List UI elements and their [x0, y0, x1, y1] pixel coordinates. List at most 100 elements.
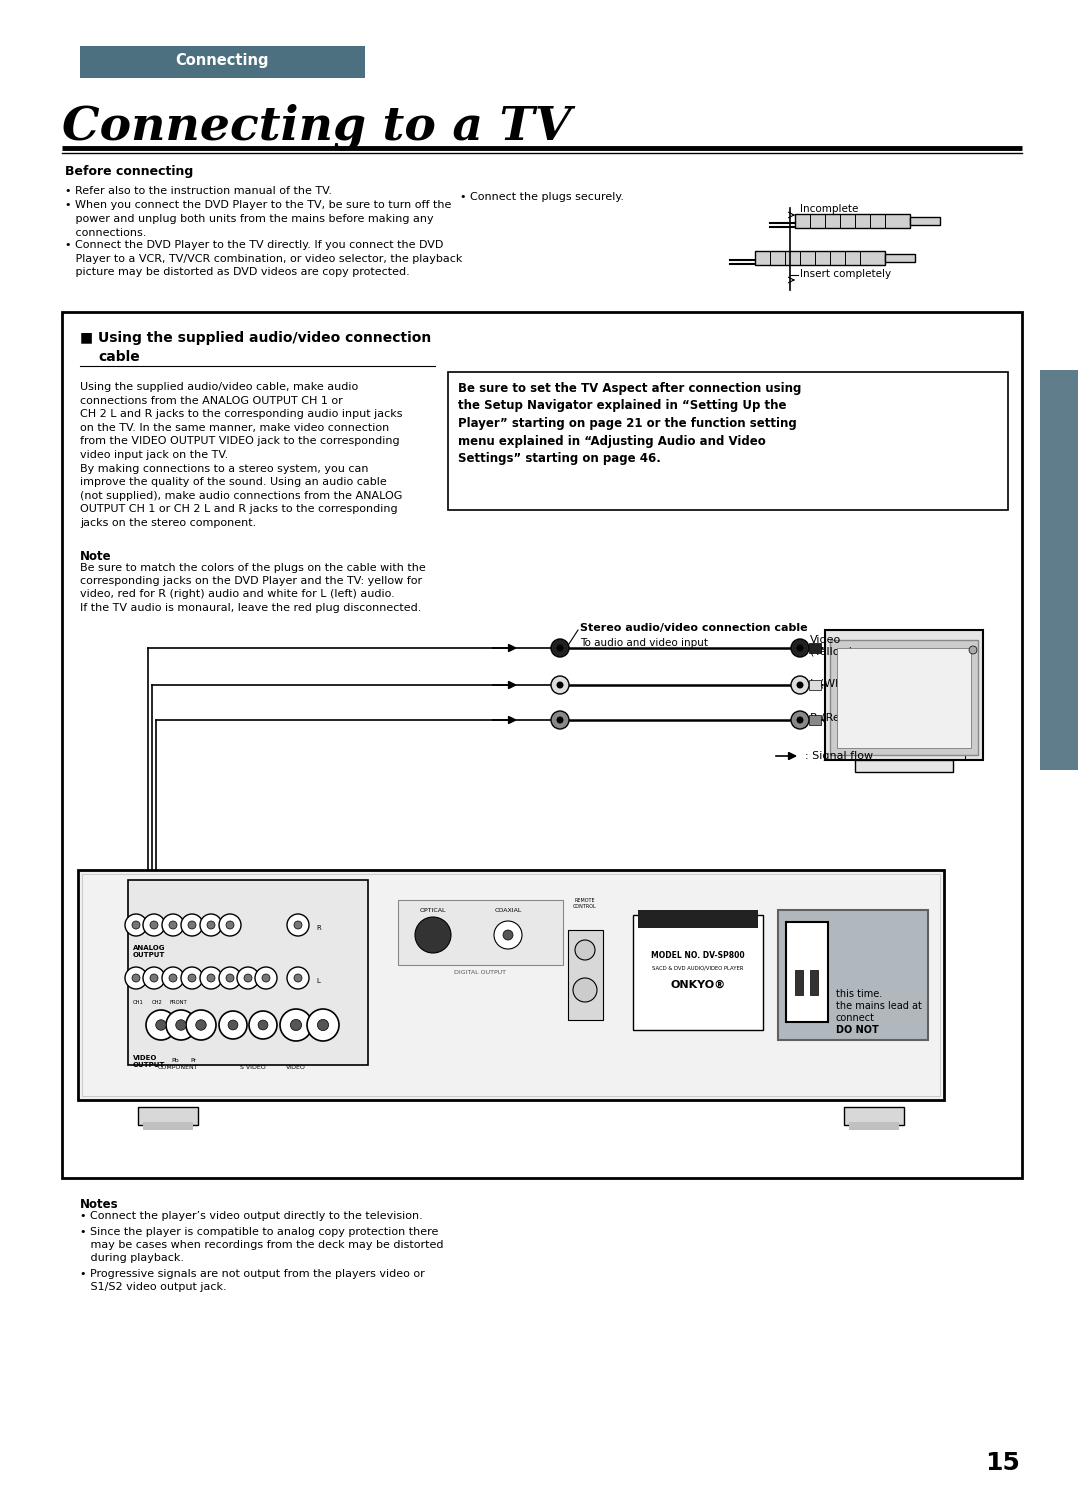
Circle shape [294, 921, 302, 930]
Bar [82, 875, 940, 1096]
Text: • Connect the DVD Player to the TV directly. If you connect the DVD
   Player to: • Connect the DVD Player to the TV direc… [65, 241, 462, 278]
Circle shape [207, 921, 215, 930]
Circle shape [181, 967, 203, 989]
Circle shape [249, 1011, 276, 1040]
Circle shape [318, 1019, 328, 1031]
Text: Be sure to match the colors of the plugs on the cable with the
corresponding jac: Be sure to match the colors of the plugs… [80, 563, 426, 613]
Circle shape [969, 646, 977, 653]
Text: ONKYO®: ONKYO® [671, 980, 726, 990]
Bar [1040, 370, 1078, 771]
Text: CH2: CH2 [152, 999, 163, 1005]
Text: L (White): L (White) [810, 679, 861, 688]
Circle shape [797, 644, 804, 652]
Bar [786, 922, 828, 1022]
Bar [62, 312, 1022, 1178]
Circle shape [186, 1010, 216, 1040]
Bar [755, 251, 885, 264]
Circle shape [494, 921, 522, 949]
Text: Connecting: Connecting [175, 53, 269, 68]
Circle shape [575, 940, 595, 959]
Bar [837, 647, 971, 748]
Bar [138, 1106, 198, 1126]
Text: Pr: Pr [190, 1057, 197, 1063]
Circle shape [556, 716, 564, 723]
Text: ■ Using the supplied audio/video connection: ■ Using the supplied audio/video connect… [80, 331, 431, 345]
Circle shape [262, 974, 270, 982]
Circle shape [797, 716, 804, 723]
Text: • When you connect the DVD Player to the TV, be sure to turn off the
   power an: • When you connect the DVD Player to the… [65, 200, 451, 238]
Text: FRONT: FRONT [170, 999, 188, 1005]
Bar [831, 640, 978, 754]
Circle shape [791, 711, 809, 729]
Text: 15: 15 [985, 1451, 1020, 1475]
Bar [810, 970, 818, 995]
Text: • Connect the player’s video output directly to the television.: • Connect the player’s video output dire… [80, 1210, 422, 1221]
Circle shape [287, 967, 309, 989]
Circle shape [156, 1020, 166, 1031]
Circle shape [551, 676, 569, 693]
Circle shape [237, 967, 259, 989]
Bar [448, 373, 1008, 509]
Circle shape [291, 1019, 301, 1031]
Circle shape [200, 913, 222, 936]
Text: this time.: this time. [836, 989, 882, 999]
Circle shape [146, 1010, 176, 1040]
Bar [885, 254, 915, 261]
Text: • Connect the plugs securely.: • Connect the plugs securely. [460, 192, 624, 202]
Circle shape [791, 639, 809, 656]
Circle shape [150, 974, 158, 982]
Bar [778, 910, 928, 1040]
Circle shape [280, 1008, 312, 1041]
Text: : Signal flow: : Signal flow [805, 751, 873, 760]
Text: Insert completely: Insert completely [800, 269, 891, 279]
Text: MODEL NO. DV-SP800: MODEL NO. DV-SP800 [651, 950, 745, 959]
Text: COMPONENT: COMPONENT [158, 1065, 199, 1071]
Bar [809, 714, 821, 725]
Bar [809, 643, 821, 653]
Circle shape [556, 644, 564, 652]
Circle shape [573, 979, 597, 1002]
Bar [843, 1106, 904, 1126]
Circle shape [219, 967, 241, 989]
Circle shape [219, 1011, 247, 1040]
Text: Stereo audio/video connection cable: Stereo audio/video connection cable [580, 624, 808, 633]
Text: the mains lead at: the mains lead at [836, 1001, 922, 1011]
Circle shape [162, 967, 184, 989]
Circle shape [287, 913, 309, 936]
Circle shape [244, 974, 252, 982]
Circle shape [797, 682, 804, 689]
Circle shape [132, 974, 140, 982]
Text: R (Red): R (Red) [810, 713, 851, 723]
Circle shape [162, 913, 184, 936]
Text: Be sure to set the TV Aspect after connection using
the Setup Navigator explaine: Be sure to set the TV Aspect after conne… [458, 382, 801, 465]
Circle shape [258, 1020, 268, 1031]
Circle shape [551, 639, 569, 656]
Text: DIGITAL OUTPUT: DIGITAL OUTPUT [454, 970, 507, 976]
Text: Pb: Pb [172, 1057, 179, 1063]
Bar [825, 630, 983, 760]
Circle shape [168, 974, 177, 982]
Bar [809, 680, 821, 691]
Circle shape [226, 921, 234, 930]
Text: R: R [316, 925, 321, 931]
Circle shape [228, 1020, 238, 1031]
Circle shape [166, 1010, 195, 1040]
Text: Video
(Yellow): Video (Yellow) [810, 636, 853, 656]
Circle shape [188, 921, 195, 930]
Circle shape [200, 967, 222, 989]
Circle shape [125, 967, 147, 989]
Circle shape [307, 1008, 339, 1041]
Circle shape [143, 967, 165, 989]
Text: • Since the player is compatible to analog copy protection there
   may be cases: • Since the player is compatible to anal… [80, 1227, 444, 1264]
Text: To audio and video input: To audio and video input [580, 639, 708, 647]
Text: L: L [316, 979, 320, 985]
Bar [78, 870, 944, 1100]
Circle shape [415, 918, 451, 953]
Bar [80, 46, 365, 79]
Text: DO NOT: DO NOT [836, 1025, 879, 1035]
Text: • Refer also to the instruction manual of the TV.: • Refer also to the instruction manual o… [65, 186, 332, 196]
Text: S VIDEO: S VIDEO [240, 1065, 266, 1071]
Text: Incomplete: Incomplete [800, 203, 859, 214]
Bar [910, 217, 940, 226]
Circle shape [556, 682, 564, 689]
